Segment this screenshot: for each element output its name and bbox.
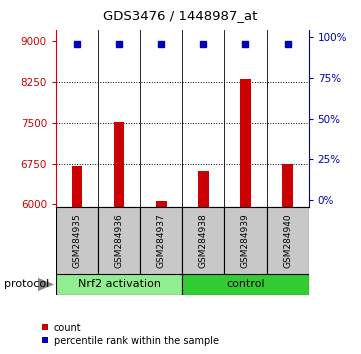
- Text: GSM284939: GSM284939: [241, 213, 250, 268]
- Bar: [140, 207, 182, 274]
- Bar: [198, 171, 209, 207]
- Text: GSM284937: GSM284937: [157, 213, 166, 268]
- Text: Nrf2 activation: Nrf2 activation: [78, 279, 161, 290]
- Bar: [114, 121, 125, 207]
- Bar: [56, 207, 98, 274]
- Bar: [182, 207, 225, 274]
- Bar: [72, 166, 82, 207]
- Bar: [182, 274, 309, 295]
- Bar: [225, 207, 266, 274]
- Bar: [98, 207, 140, 274]
- Bar: [282, 164, 293, 207]
- Legend: count, percentile rank within the sample: count, percentile rank within the sample: [41, 323, 219, 346]
- Text: protocol: protocol: [4, 279, 49, 290]
- Bar: [266, 207, 309, 274]
- Text: GSM284935: GSM284935: [73, 213, 82, 268]
- Bar: [56, 274, 182, 295]
- Text: GDS3476 / 1448987_at: GDS3476 / 1448987_at: [103, 9, 258, 22]
- Text: GSM284936: GSM284936: [115, 213, 123, 268]
- Text: GSM284938: GSM284938: [199, 213, 208, 268]
- Bar: [240, 79, 251, 207]
- Bar: [156, 201, 166, 207]
- Polygon shape: [38, 278, 54, 291]
- Text: control: control: [226, 279, 265, 290]
- Text: GSM284940: GSM284940: [283, 213, 292, 268]
